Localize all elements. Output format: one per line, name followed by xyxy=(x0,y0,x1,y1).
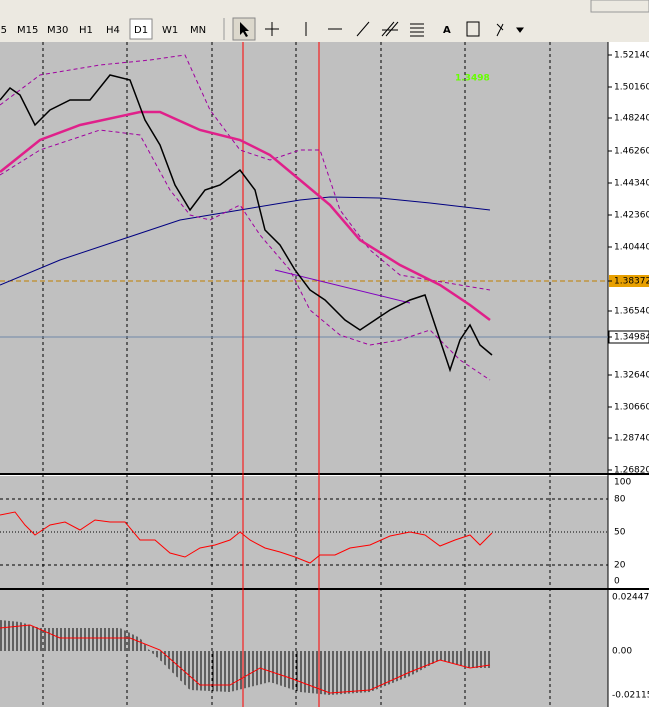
bollinger-upper xyxy=(0,54,491,291)
price-tick-label: 1.46260 xyxy=(614,147,649,157)
timeframe-button[interactable]: H4 xyxy=(106,25,120,36)
price-tick-label: 1.26820 xyxy=(614,466,649,476)
price-tick-label: 1.44340 xyxy=(614,179,649,189)
timeframe-button[interactable]: M30 xyxy=(47,25,68,36)
macd-tick-label: -0.02115 xyxy=(612,691,649,701)
level-tag xyxy=(609,275,649,287)
channel-tool[interactable] xyxy=(381,21,399,37)
trendline-tool[interactable] xyxy=(356,21,370,37)
timeframe-button[interactable]: MN xyxy=(190,25,206,36)
timeframe-button[interactable]: W1 xyxy=(162,25,178,36)
price-tick-label: 1.28740 xyxy=(614,434,649,444)
price-line xyxy=(0,74,493,373)
rsi-line xyxy=(0,511,493,564)
macd-histogram xyxy=(0,620,490,695)
price-tick-label: 1.52140 xyxy=(614,51,649,61)
price-tick-label: 1.42360 xyxy=(614,211,649,221)
rsi-tick-label: 80 xyxy=(614,495,626,505)
crosshair-tool[interactable] xyxy=(265,22,279,36)
price-tick-label: 1.30660 xyxy=(614,403,649,413)
price-tick-label: 1.40440 xyxy=(614,243,649,253)
cursor-icon xyxy=(240,22,249,37)
price-tick-label: 1.48240 xyxy=(614,114,649,124)
price-label: 1.3498 xyxy=(455,74,490,84)
price-tick-label: 1.50160 xyxy=(614,83,649,93)
rsi-tick-label: 20 xyxy=(614,561,626,571)
macd-signal xyxy=(0,624,491,694)
price-scale xyxy=(608,42,649,707)
label-tool[interactable] xyxy=(466,21,480,37)
rsi-tick-label: 100 xyxy=(614,478,631,488)
trendline xyxy=(274,269,411,304)
macd-tick-label: 0.024473 xyxy=(612,593,649,603)
price-tick-label: 1.32640 xyxy=(614,371,649,381)
arrow-tool[interactable] xyxy=(496,23,524,37)
timeframe-button[interactable]: D1 xyxy=(134,25,148,36)
toolbar xyxy=(0,0,649,42)
price-tick-label: 1.38372 xyxy=(614,277,649,287)
timeframe-button[interactable]: M15 xyxy=(17,25,38,36)
macd-tick-label: 0.00 xyxy=(612,647,632,657)
timeframe-button[interactable]: M5 xyxy=(0,25,7,36)
active-timeframe xyxy=(129,18,153,40)
timeframe-button[interactable]: H1 xyxy=(79,25,93,36)
grid xyxy=(0,42,608,707)
price-pane xyxy=(0,42,608,474)
rsi-tick-label: 50 xyxy=(614,528,626,538)
text-tool[interactable]: A xyxy=(443,25,451,36)
price-tick-label: 1.34984 xyxy=(614,333,649,343)
rsi-tick-label: 0 xyxy=(614,577,620,587)
price-tick-label: 1.36540 xyxy=(614,307,649,317)
fibo-tool[interactable] xyxy=(410,23,424,37)
fast-ma xyxy=(0,110,491,321)
window-controls[interactable] xyxy=(590,0,649,13)
slow-ma xyxy=(0,196,491,286)
